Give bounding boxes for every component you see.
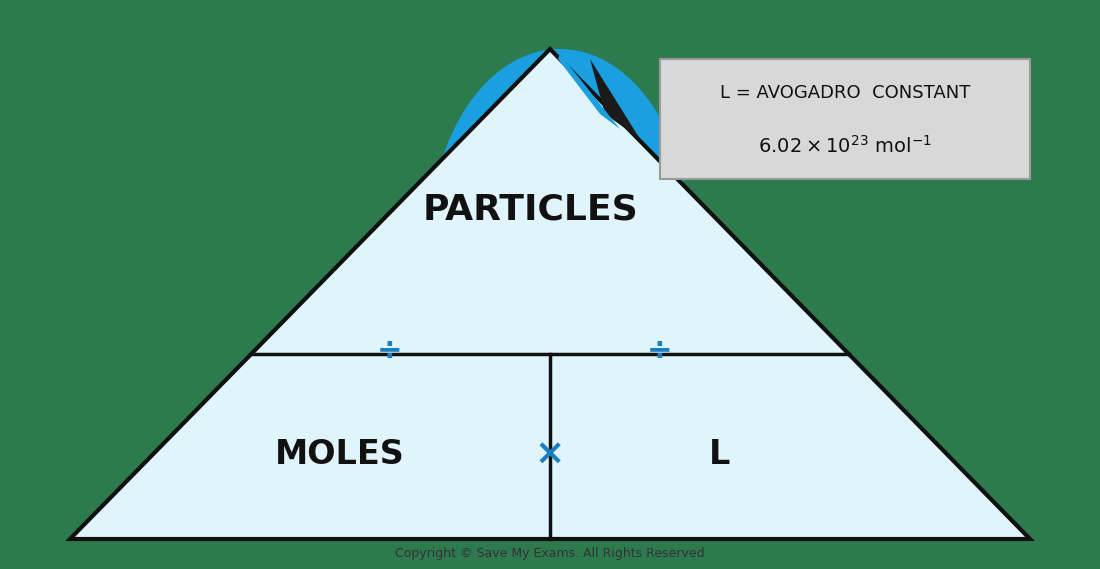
Text: $\mathregular{6.02 \times 10^{23}\ mol^{-1}}$: $\mathregular{6.02 \times 10^{23}\ mol^{… xyxy=(758,134,932,156)
Text: MOLES: MOLES xyxy=(275,438,405,471)
Text: ×: × xyxy=(535,437,565,471)
Text: L: L xyxy=(710,438,730,471)
Polygon shape xyxy=(70,49,1030,539)
Text: ÷: ÷ xyxy=(647,336,673,365)
Ellipse shape xyxy=(430,49,690,429)
Polygon shape xyxy=(590,59,640,139)
Text: L = AVOGADRO  CONSTANT: L = AVOGADRO CONSTANT xyxy=(719,84,970,102)
Text: PARTICLES: PARTICLES xyxy=(422,192,638,226)
Text: Copyright © Save My Exams. All Rights Reserved: Copyright © Save My Exams. All Rights Re… xyxy=(395,547,705,560)
FancyBboxPatch shape xyxy=(660,59,1030,179)
Text: ÷: ÷ xyxy=(377,336,403,365)
Polygon shape xyxy=(558,54,620,129)
